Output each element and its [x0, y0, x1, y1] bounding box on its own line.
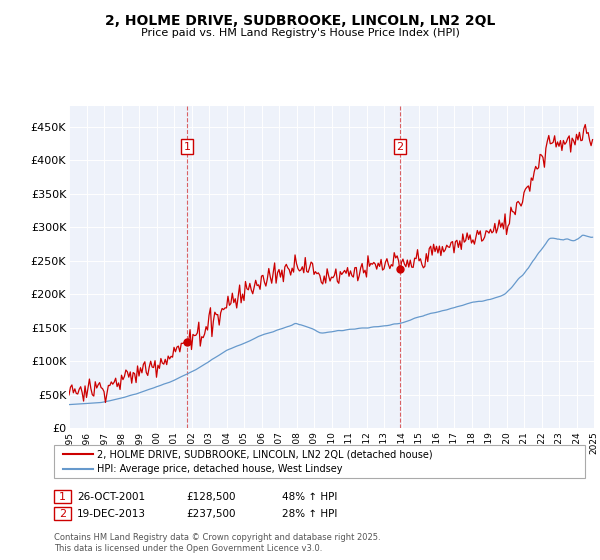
Text: Price paid vs. HM Land Registry's House Price Index (HPI): Price paid vs. HM Land Registry's House …: [140, 28, 460, 38]
Text: Contains HM Land Registry data © Crown copyright and database right 2025.
This d: Contains HM Land Registry data © Crown c…: [54, 533, 380, 553]
Text: 2: 2: [397, 142, 404, 152]
Text: HPI: Average price, detached house, West Lindsey: HPI: Average price, detached house, West…: [97, 464, 343, 474]
Text: 2, HOLME DRIVE, SUDBROOKE, LINCOLN, LN2 2QL (detached house): 2, HOLME DRIVE, SUDBROOKE, LINCOLN, LN2 …: [97, 449, 433, 459]
Text: 26-OCT-2001: 26-OCT-2001: [77, 492, 145, 502]
Text: £237,500: £237,500: [186, 508, 235, 519]
Text: £128,500: £128,500: [186, 492, 235, 502]
Text: 1: 1: [184, 142, 191, 152]
Text: 2, HOLME DRIVE, SUDBROOKE, LINCOLN, LN2 2QL: 2, HOLME DRIVE, SUDBROOKE, LINCOLN, LN2 …: [105, 14, 495, 28]
Text: 2: 2: [59, 508, 66, 519]
Text: 48% ↑ HPI: 48% ↑ HPI: [282, 492, 337, 502]
Text: 19-DEC-2013: 19-DEC-2013: [77, 508, 146, 519]
Text: 1: 1: [59, 492, 66, 502]
Text: 28% ↑ HPI: 28% ↑ HPI: [282, 508, 337, 519]
